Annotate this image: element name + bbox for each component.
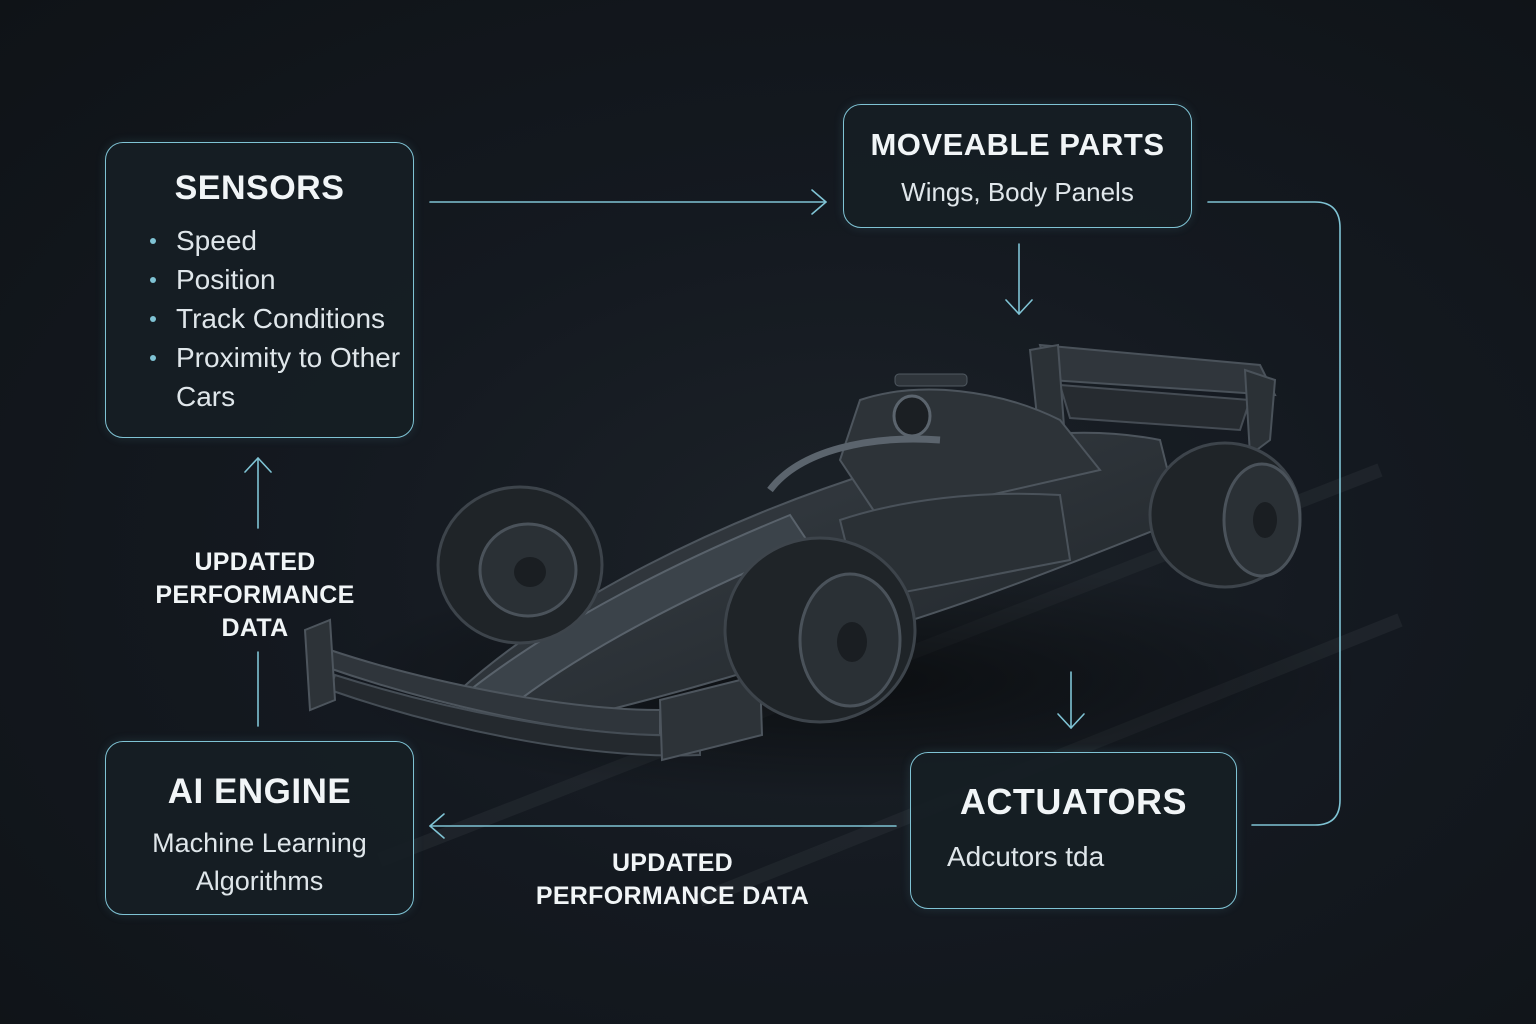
moveable-parts-subtitle: Wings, Body Panels (901, 177, 1134, 207)
sensors-list: Speed Position Track Conditions Proximit… (150, 221, 410, 416)
actuators-title: ACTUATORS (959, 781, 1188, 822)
ai-engine-title: AI ENGINE (167, 772, 352, 811)
sensor-item-proximity: Proximity to Other Cars (150, 338, 410, 416)
flow-label-ai-to-sensors: UPDATED PERFORMANCE DATA (155, 548, 355, 642)
sensor-item-position: Position (150, 260, 410, 299)
sensors-title: SENSORS (174, 169, 345, 207)
sensors-box: SENSORS Speed Position Track Conditions … (105, 142, 414, 438)
sensor-item-speed: Speed (150, 221, 410, 260)
actuators-box: ACTUATORS Adcutors tda (910, 752, 1237, 909)
wheel-front-left (436, 485, 604, 645)
actuators-subtitle: Adcutors tda (947, 841, 1105, 872)
wheel-front-right (723, 536, 917, 724)
moveable-parts-box: MOVEABLE PARTS Wings, Body Panels (843, 104, 1192, 228)
wheel-rear-right (1148, 441, 1302, 589)
arrow-moveable-to-actuators (1207, 201, 1341, 826)
sensor-item-track-conditions: Track Conditions (150, 299, 410, 338)
ai-engine-box: AI ENGINE Machine Learning Algorithms (105, 741, 414, 915)
wheels (436, 441, 1302, 724)
ai-engine-subtitle: Machine Learning Algorithms (152, 828, 367, 896)
front-wing (303, 618, 764, 762)
moveable-parts-title: MOVEABLE PARTS (870, 127, 1165, 162)
flow-label-actuators-to-ai: UPDATED PERFORMANCE DATA (535, 849, 810, 910)
